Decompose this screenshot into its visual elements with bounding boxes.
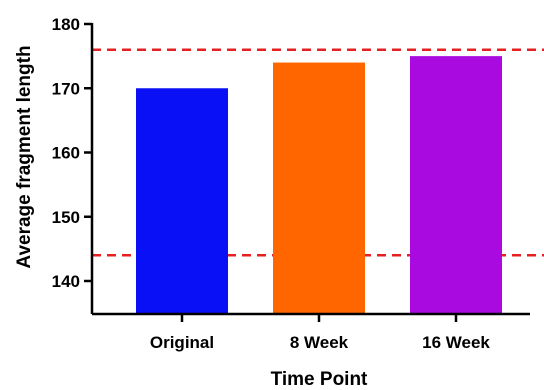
y-ticks: 140 150 160 170 180 <box>52 15 92 291</box>
y-tick-label: 140 <box>52 272 80 291</box>
y-tick-label: 170 <box>52 79 80 98</box>
x-axis-title: Time Point <box>271 369 368 390</box>
y-tick-label: 160 <box>52 144 80 163</box>
x-category-label: 8 Week <box>290 333 349 352</box>
bars <box>136 56 502 314</box>
bar-original <box>136 88 228 314</box>
y-tick-label: 150 <box>52 208 80 227</box>
bar-8-week <box>273 62 365 314</box>
x-categories: Original 8 Week 16 Week <box>150 314 490 352</box>
x-category-label: 16 Week <box>422 333 490 352</box>
y-axis-title: Average fragment length <box>14 45 35 268</box>
bar-16-week <box>410 56 502 314</box>
y-tick-label: 180 <box>52 15 80 34</box>
x-category-label: Original <box>150 333 214 352</box>
